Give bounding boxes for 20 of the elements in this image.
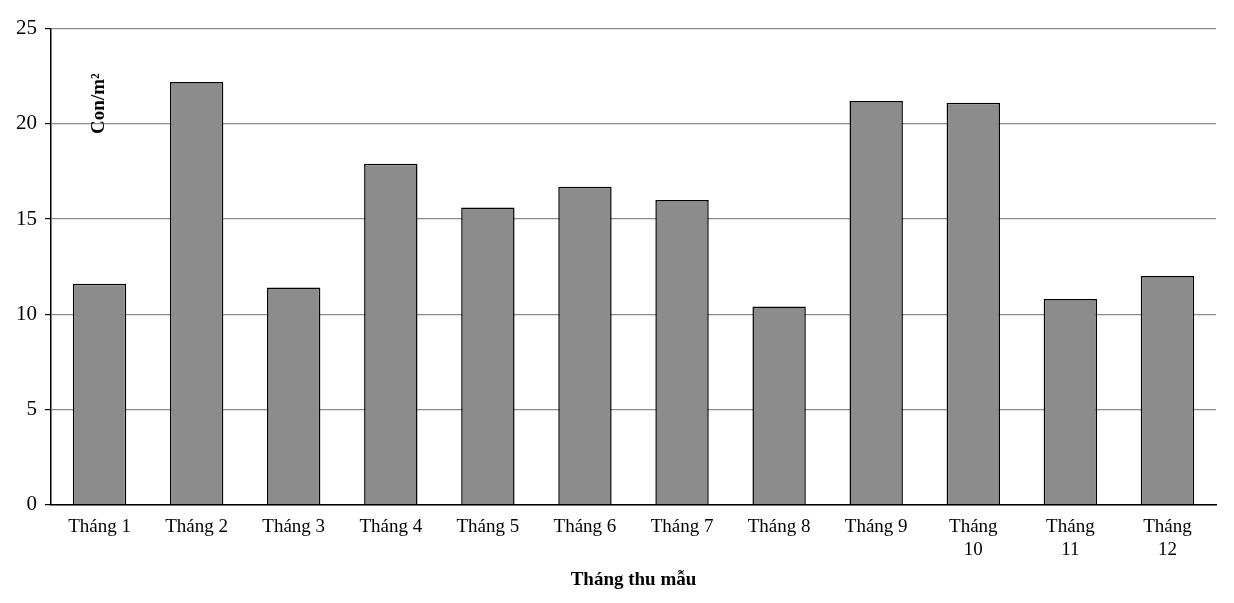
x-tick-label: Tháng 2	[165, 514, 229, 536]
x-tick-label: Tháng 10	[949, 514, 999, 559]
x-tick-label: Tháng 4	[359, 514, 423, 536]
x-tick-label: Tháng 7	[650, 514, 714, 536]
x-tick-label: Tháng 8	[747, 514, 811, 536]
y-tick-label: 25	[16, 15, 37, 40]
x-tick-label: Tháng 6	[553, 514, 617, 536]
y-tick-label: 20	[16, 110, 37, 135]
x-tick-label: Tháng 5	[456, 514, 520, 536]
x-tick-label: Tháng 3	[262, 514, 326, 536]
y-tick-label: 5	[26, 395, 37, 420]
y-tick-label: 0	[26, 491, 37, 516]
y-tick-label: 15	[16, 205, 37, 230]
x-tick-label: Tháng 1	[68, 514, 131, 536]
y-axis-title: Con/m²	[86, 73, 108, 134]
x-tick-label: Tháng 9	[844, 514, 908, 536]
x-axis-title: Tháng thu mẫu	[570, 567, 697, 589]
x-tick-label: Tháng 12	[1143, 514, 1193, 559]
y-tick-label: 10	[16, 300, 37, 325]
x-tick-label: Tháng 11	[1046, 514, 1096, 559]
